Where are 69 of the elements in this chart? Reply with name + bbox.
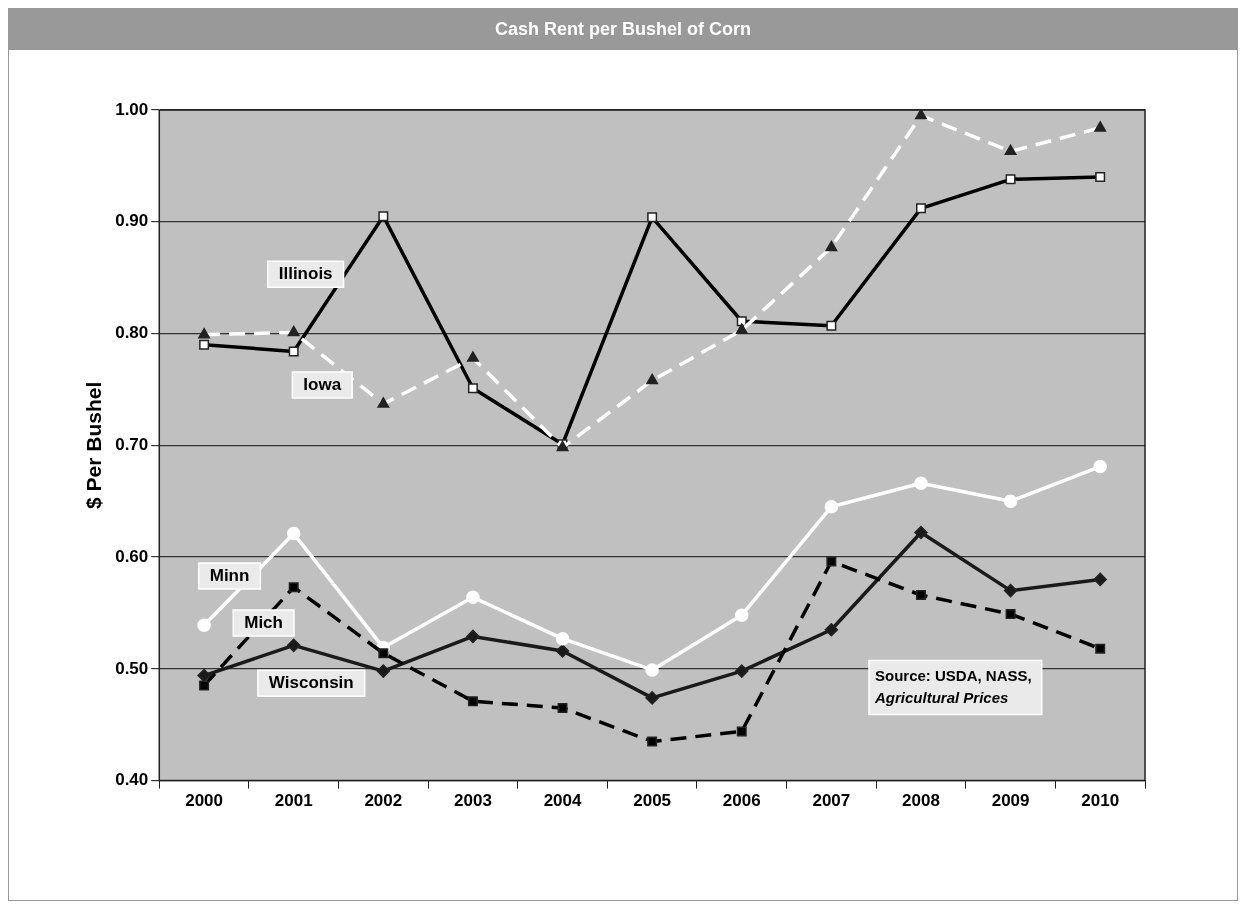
x-tick-label: 2006 (722, 791, 761, 811)
x-tick-label: 2008 (902, 791, 940, 811)
point (1005, 609, 1016, 620)
point (466, 629, 480, 644)
y-tick-label: 0.50 (115, 658, 149, 678)
point (1093, 572, 1107, 587)
y-axis-title: $ Per Bushel (82, 381, 106, 509)
y-tick-label: 1.00 (115, 99, 149, 119)
y-tick-label: 0.70 (115, 434, 149, 454)
point (824, 622, 839, 637)
series-label: Minn (209, 565, 250, 585)
point (826, 556, 837, 567)
point (915, 203, 926, 214)
y-tick-label: 0.90 (115, 211, 149, 231)
series-label: Mich (244, 612, 283, 632)
annotation: Agricultural Prices (874, 688, 1009, 706)
point (915, 590, 926, 601)
y-tick-label: 0.60 (115, 546, 149, 566)
x-tick-label: 2001 (274, 791, 313, 811)
point (647, 212, 658, 223)
point (467, 696, 478, 707)
point (914, 476, 928, 491)
point (735, 664, 749, 678)
point (286, 638, 301, 653)
point (288, 582, 299, 593)
point (1095, 643, 1106, 654)
point (466, 590, 480, 605)
point (555, 644, 570, 658)
point (199, 680, 210, 691)
point (1003, 494, 1018, 508)
x-tick-label: 2002 (364, 791, 403, 811)
x-tick-label: 2005 (633, 791, 672, 811)
point (1093, 459, 1107, 474)
point (914, 525, 928, 540)
point (286, 526, 301, 541)
point (647, 736, 658, 747)
point (288, 346, 299, 357)
point (1095, 172, 1106, 183)
point (555, 631, 570, 646)
point (736, 726, 747, 737)
chart-title: Cash Rent per Bushel of Corn (9, 9, 1237, 50)
point (826, 320, 837, 331)
point (376, 664, 391, 678)
x-tick-label: 2010 (1081, 791, 1120, 811)
point (824, 500, 839, 514)
point (467, 383, 478, 394)
x-tick-label: 2007 (812, 791, 851, 811)
point (735, 608, 749, 622)
point (736, 316, 747, 327)
point (197, 618, 211, 632)
series-label: Wisconsin (268, 673, 354, 693)
y-tick-label: 0.40 (115, 770, 149, 790)
point (1005, 174, 1016, 185)
x-tick-label: 2009 (991, 791, 1030, 811)
x-tick-label: 2004 (543, 791, 582, 811)
point (645, 691, 659, 705)
point (557, 702, 568, 713)
x-tick-label: 2000 (185, 791, 224, 811)
y-tick-label: 0.80 (115, 323, 149, 343)
point (645, 663, 659, 677)
point (378, 648, 389, 659)
x-tick-label: 2003 (454, 791, 492, 811)
series-label: Iowa (303, 374, 342, 394)
point (197, 668, 211, 683)
series-label: Illinois (278, 263, 333, 283)
point (1003, 583, 1018, 598)
point (378, 211, 389, 222)
point (199, 339, 210, 350)
annotation: Source: USDA, NASS, (875, 666, 1032, 684)
